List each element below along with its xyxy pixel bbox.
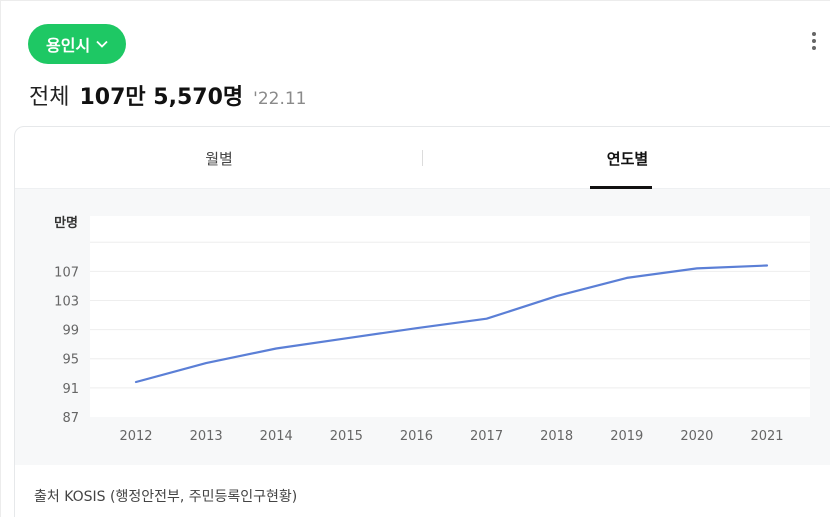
y-axis-unit: 만명 xyxy=(54,215,78,231)
chevron-down-icon xyxy=(96,40,108,48)
region-select-button[interactable]: 용인시 xyxy=(28,24,127,64)
x-tick-label: 2015 xyxy=(330,429,363,444)
x-tick-label: 2012 xyxy=(119,429,152,444)
x-tick-label: 2020 xyxy=(680,429,713,444)
y-tick-label: 103 xyxy=(54,294,79,309)
headline-date: '22.11 xyxy=(253,89,307,109)
x-tick-label: 2021 xyxy=(750,429,783,444)
chart-panel: 월별 연도별 87 91 95 99 103 107 만명 2012 2013 2014 2015 2… xyxy=(14,126,830,517)
population-series-line xyxy=(134,264,769,384)
x-tick-label: 2017 xyxy=(470,429,503,444)
headline-label: 전체 xyxy=(29,85,70,110)
x-tick-label: 2013 xyxy=(190,429,223,444)
tab-monthly[interactable]: 월별 xyxy=(205,149,233,168)
tab-divider xyxy=(422,150,423,166)
region-label: 용인시 xyxy=(46,36,91,55)
source-note: 출처 KOSIS (행정안전부, 주민등록인구현황) xyxy=(34,489,298,505)
tab-yearly[interactable]: 연도별 xyxy=(606,149,649,168)
population-headline: 전체 107만 5,570명 '22.11 xyxy=(29,79,306,111)
x-tick-label: 2016 xyxy=(400,429,433,444)
y-tick-label: 91 xyxy=(62,382,79,397)
chart-area: 87 91 95 99 103 107 만명 2012 2013 2014 2015 2016 2017… xyxy=(15,189,830,465)
period-tabs: 월별 연도별 xyxy=(15,127,830,189)
x-tick-label: 2018 xyxy=(540,429,573,444)
more-vertical-icon[interactable] xyxy=(804,27,824,55)
x-tick-label: 2019 xyxy=(610,429,643,444)
plot-background xyxy=(90,216,810,417)
y-tick-label: 99 xyxy=(62,324,79,339)
x-tick-label: 2014 xyxy=(260,429,293,444)
y-tick-label: 95 xyxy=(62,353,79,368)
y-tick-label: 107 xyxy=(54,265,79,280)
active-tab-indicator xyxy=(590,186,652,189)
population-line-chart: 87 91 95 99 103 107 만명 2012 2013 2014 2015 2016 2017… xyxy=(54,215,810,444)
headline-value: 107만 5,570명 xyxy=(79,85,244,110)
y-tick-label: 87 xyxy=(62,411,79,426)
